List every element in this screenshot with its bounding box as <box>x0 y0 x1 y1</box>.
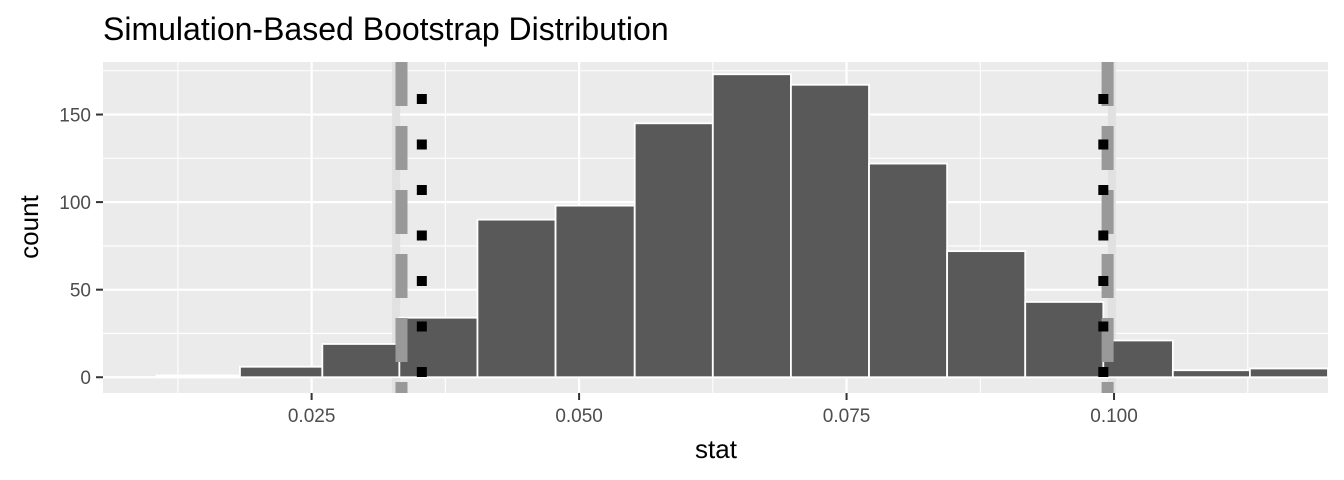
histogram-bar <box>1024 301 1105 379</box>
histogram-bar <box>321 343 401 379</box>
y-tick-label: 150 <box>59 106 91 127</box>
x-tick-label: 0.075 <box>823 406 871 427</box>
y-axis-title: count <box>14 194 44 258</box>
x-axis-title: stat <box>695 434 738 464</box>
histogram-bar <box>790 83 870 379</box>
histogram-bar <box>1171 369 1251 379</box>
histogram-bar <box>239 365 324 379</box>
histogram-bar <box>1102 339 1174 379</box>
histogram-bar <box>1248 367 1329 379</box>
x-tick-label: 0.050 <box>555 406 603 427</box>
y-tick-label: 50 <box>70 281 91 302</box>
histogram-bar <box>946 250 1027 379</box>
histogram-bar <box>476 218 557 379</box>
interval-lines <box>395 62 1114 393</box>
histogram-bar <box>155 374 241 379</box>
x-tick-label: 0.025 <box>288 406 336 427</box>
histogram-bar <box>633 122 714 379</box>
histogram-bar <box>868 162 949 379</box>
x-tick-label: 0.100 <box>1090 406 1138 427</box>
histogram-bars <box>155 73 1329 379</box>
y-tick-label: 0 <box>80 368 91 389</box>
histogram-bar <box>398 316 479 379</box>
y-tick-label: 100 <box>59 193 91 214</box>
histogram-bar <box>711 73 792 379</box>
histogram-bar <box>554 204 636 379</box>
chart-title: Simulation-Based Bootstrap Distribution <box>103 11 669 47</box>
